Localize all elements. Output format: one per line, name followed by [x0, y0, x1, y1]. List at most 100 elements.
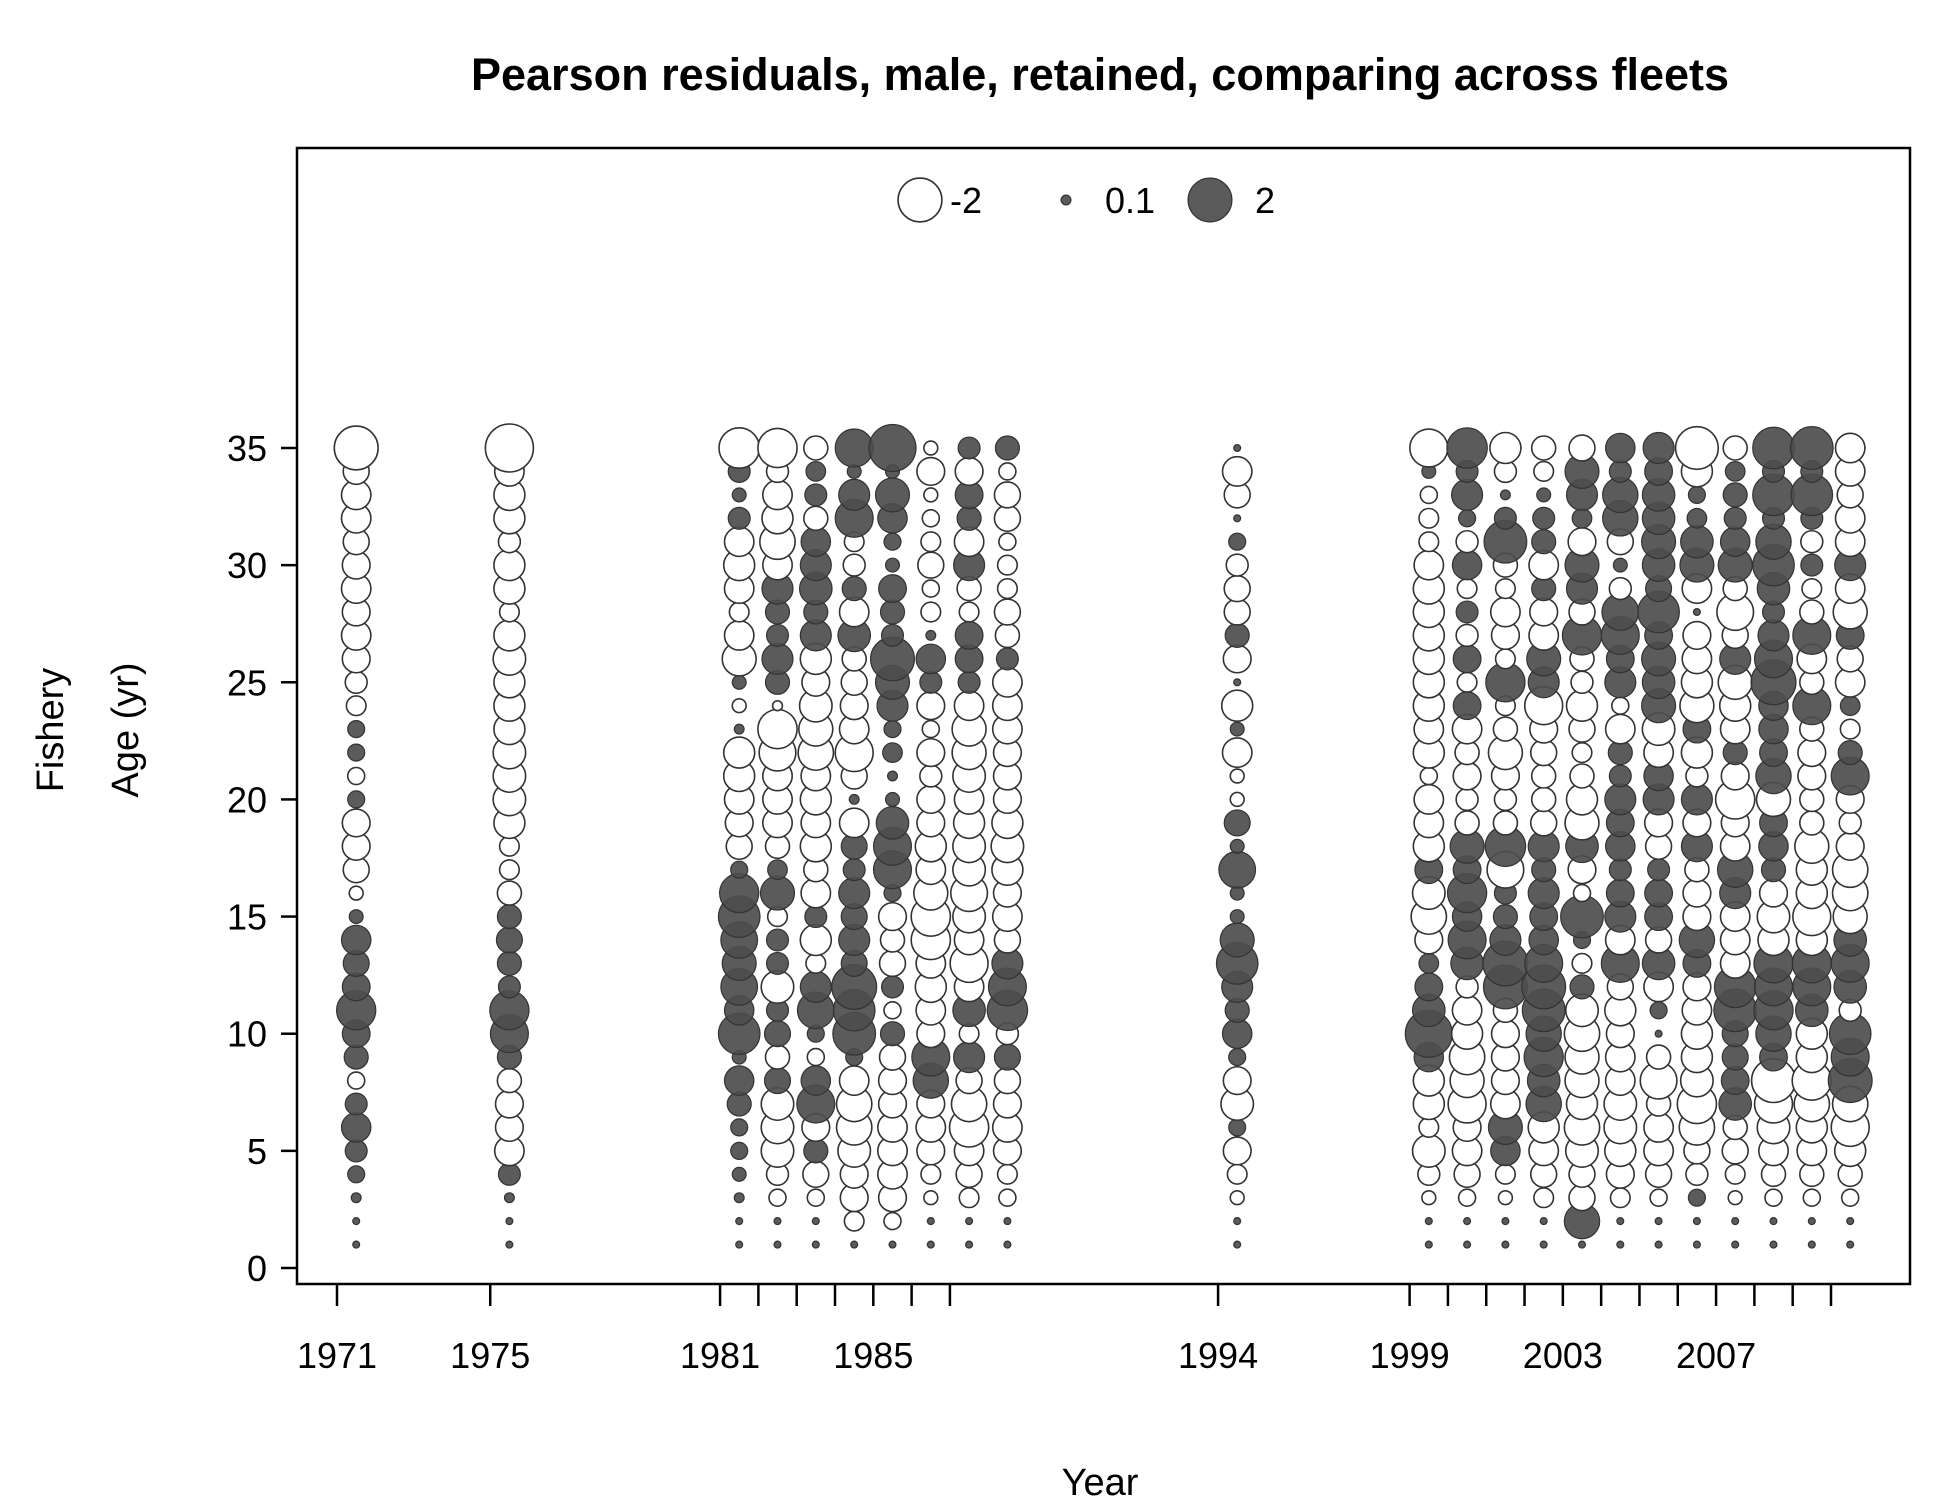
bubble-point [722, 736, 756, 769]
bubble-point [484, 423, 535, 473]
bubble-point [1418, 1116, 1440, 1138]
bubble-point [1489, 596, 1521, 628]
bubble-point [498, 601, 521, 623]
bubble-point [723, 526, 755, 558]
bubble-point [730, 1118, 749, 1137]
bubble-point [1228, 1118, 1247, 1137]
bubble-point [1604, 713, 1636, 745]
legend-swatch [1187, 177, 1233, 223]
bubble-point [352, 1217, 361, 1226]
bubble-point [806, 1188, 826, 1207]
bubble-point [341, 972, 371, 1002]
legend-label: -2 [950, 180, 982, 221]
bubble-point [878, 949, 907, 978]
bubble-point [1724, 1163, 1746, 1185]
bubble-point [1608, 764, 1632, 788]
bubble-point [1571, 741, 1593, 764]
bubble-point [1835, 831, 1865, 861]
bubble-point [344, 1139, 368, 1163]
bubble-point [1529, 597, 1559, 627]
bubble-point [805, 952, 827, 975]
bubble-point [1532, 506, 1556, 530]
y-tick-label: 5 [247, 1131, 267, 1172]
bubble-point [879, 927, 906, 953]
bubble-point [1647, 858, 1671, 882]
bubble-point [1229, 1189, 1245, 1206]
bubble-point [1799, 810, 1825, 836]
bubble-point [495, 926, 523, 954]
bubble-point [1499, 489, 1511, 501]
bubble-point [494, 1089, 525, 1119]
bubble-point [800, 1065, 832, 1096]
bubble-point [1223, 809, 1251, 837]
y-tick-label: 35 [227, 428, 267, 469]
y-tick-label: 30 [227, 545, 267, 586]
bubble-point [1413, 549, 1445, 581]
bubble-point [761, 642, 794, 675]
bubble-point [348, 885, 364, 901]
bubble-point [1003, 1240, 1012, 1249]
bubble-point [957, 436, 981, 460]
bubble-point [1223, 598, 1251, 626]
bubble-point [1424, 1240, 1433, 1249]
bubble-point [496, 950, 522, 977]
bubble-point [497, 1162, 521, 1186]
bubble-point [1421, 1189, 1437, 1206]
bubble-point [805, 461, 827, 482]
bubble-point [1451, 478, 1484, 511]
bubble-point [883, 1211, 902, 1231]
bubble-point [496, 1067, 523, 1094]
bubble-point [878, 1043, 907, 1071]
bubble-point [1604, 783, 1637, 816]
legend-swatch [1060, 194, 1072, 206]
bubble-point [1568, 434, 1596, 462]
bubble-point [1654, 1240, 1663, 1249]
bubble-point [1686, 507, 1708, 529]
bubble-point [916, 737, 946, 768]
bubble-point [1457, 1188, 1477, 1207]
bubble-point [1807, 1217, 1816, 1226]
bubble-point [1799, 786, 1825, 813]
bubble-point [1731, 1217, 1740, 1226]
bubble-point [1799, 599, 1825, 625]
bubble-point [1682, 620, 1712, 651]
bubble-point [1533, 460, 1555, 483]
bubble-point [1221, 737, 1253, 769]
bubble-point [1654, 1217, 1663, 1226]
bubble-point [1222, 1065, 1252, 1096]
bubble-point [1846, 1217, 1855, 1226]
bubble-point [996, 554, 1019, 576]
bubble-point [834, 428, 874, 468]
chart-title: Pearson residuals, male, retained, compa… [471, 49, 1729, 100]
bubble-point [1456, 671, 1478, 693]
bubble-point [735, 1217, 744, 1226]
bubble-point [1605, 878, 1635, 908]
bubble-point [800, 877, 832, 909]
bubble-point [799, 923, 833, 957]
x-tick-label: 1985 [833, 1335, 913, 1376]
bubble-point [884, 557, 901, 573]
bubble-point [1692, 1240, 1701, 1249]
bubble-point [804, 905, 828, 929]
bubble-point [799, 970, 832, 1003]
bubble-point [1839, 718, 1861, 740]
bubble-point [1789, 426, 1834, 470]
bubble-point [350, 1192, 362, 1204]
bubble-point [1616, 1240, 1625, 1249]
bubble-point [874, 477, 911, 513]
bubble-point [1616, 1217, 1625, 1226]
bubble-point [1536, 487, 1552, 503]
bubble-point [1452, 644, 1482, 674]
bubble-point [1229, 838, 1245, 854]
bubble-point [765, 951, 790, 975]
bubble-point [868, 423, 917, 473]
x-tick-label: 1981 [680, 1335, 760, 1376]
x-tick-label: 1975 [450, 1335, 530, 1376]
bubble-point [1840, 1188, 1860, 1207]
bubble-point [765, 928, 790, 952]
bubble-point [352, 1240, 361, 1249]
bubble-point [1645, 1044, 1672, 1070]
bubble-marks [333, 423, 1873, 1249]
bubble-point [993, 598, 1022, 626]
